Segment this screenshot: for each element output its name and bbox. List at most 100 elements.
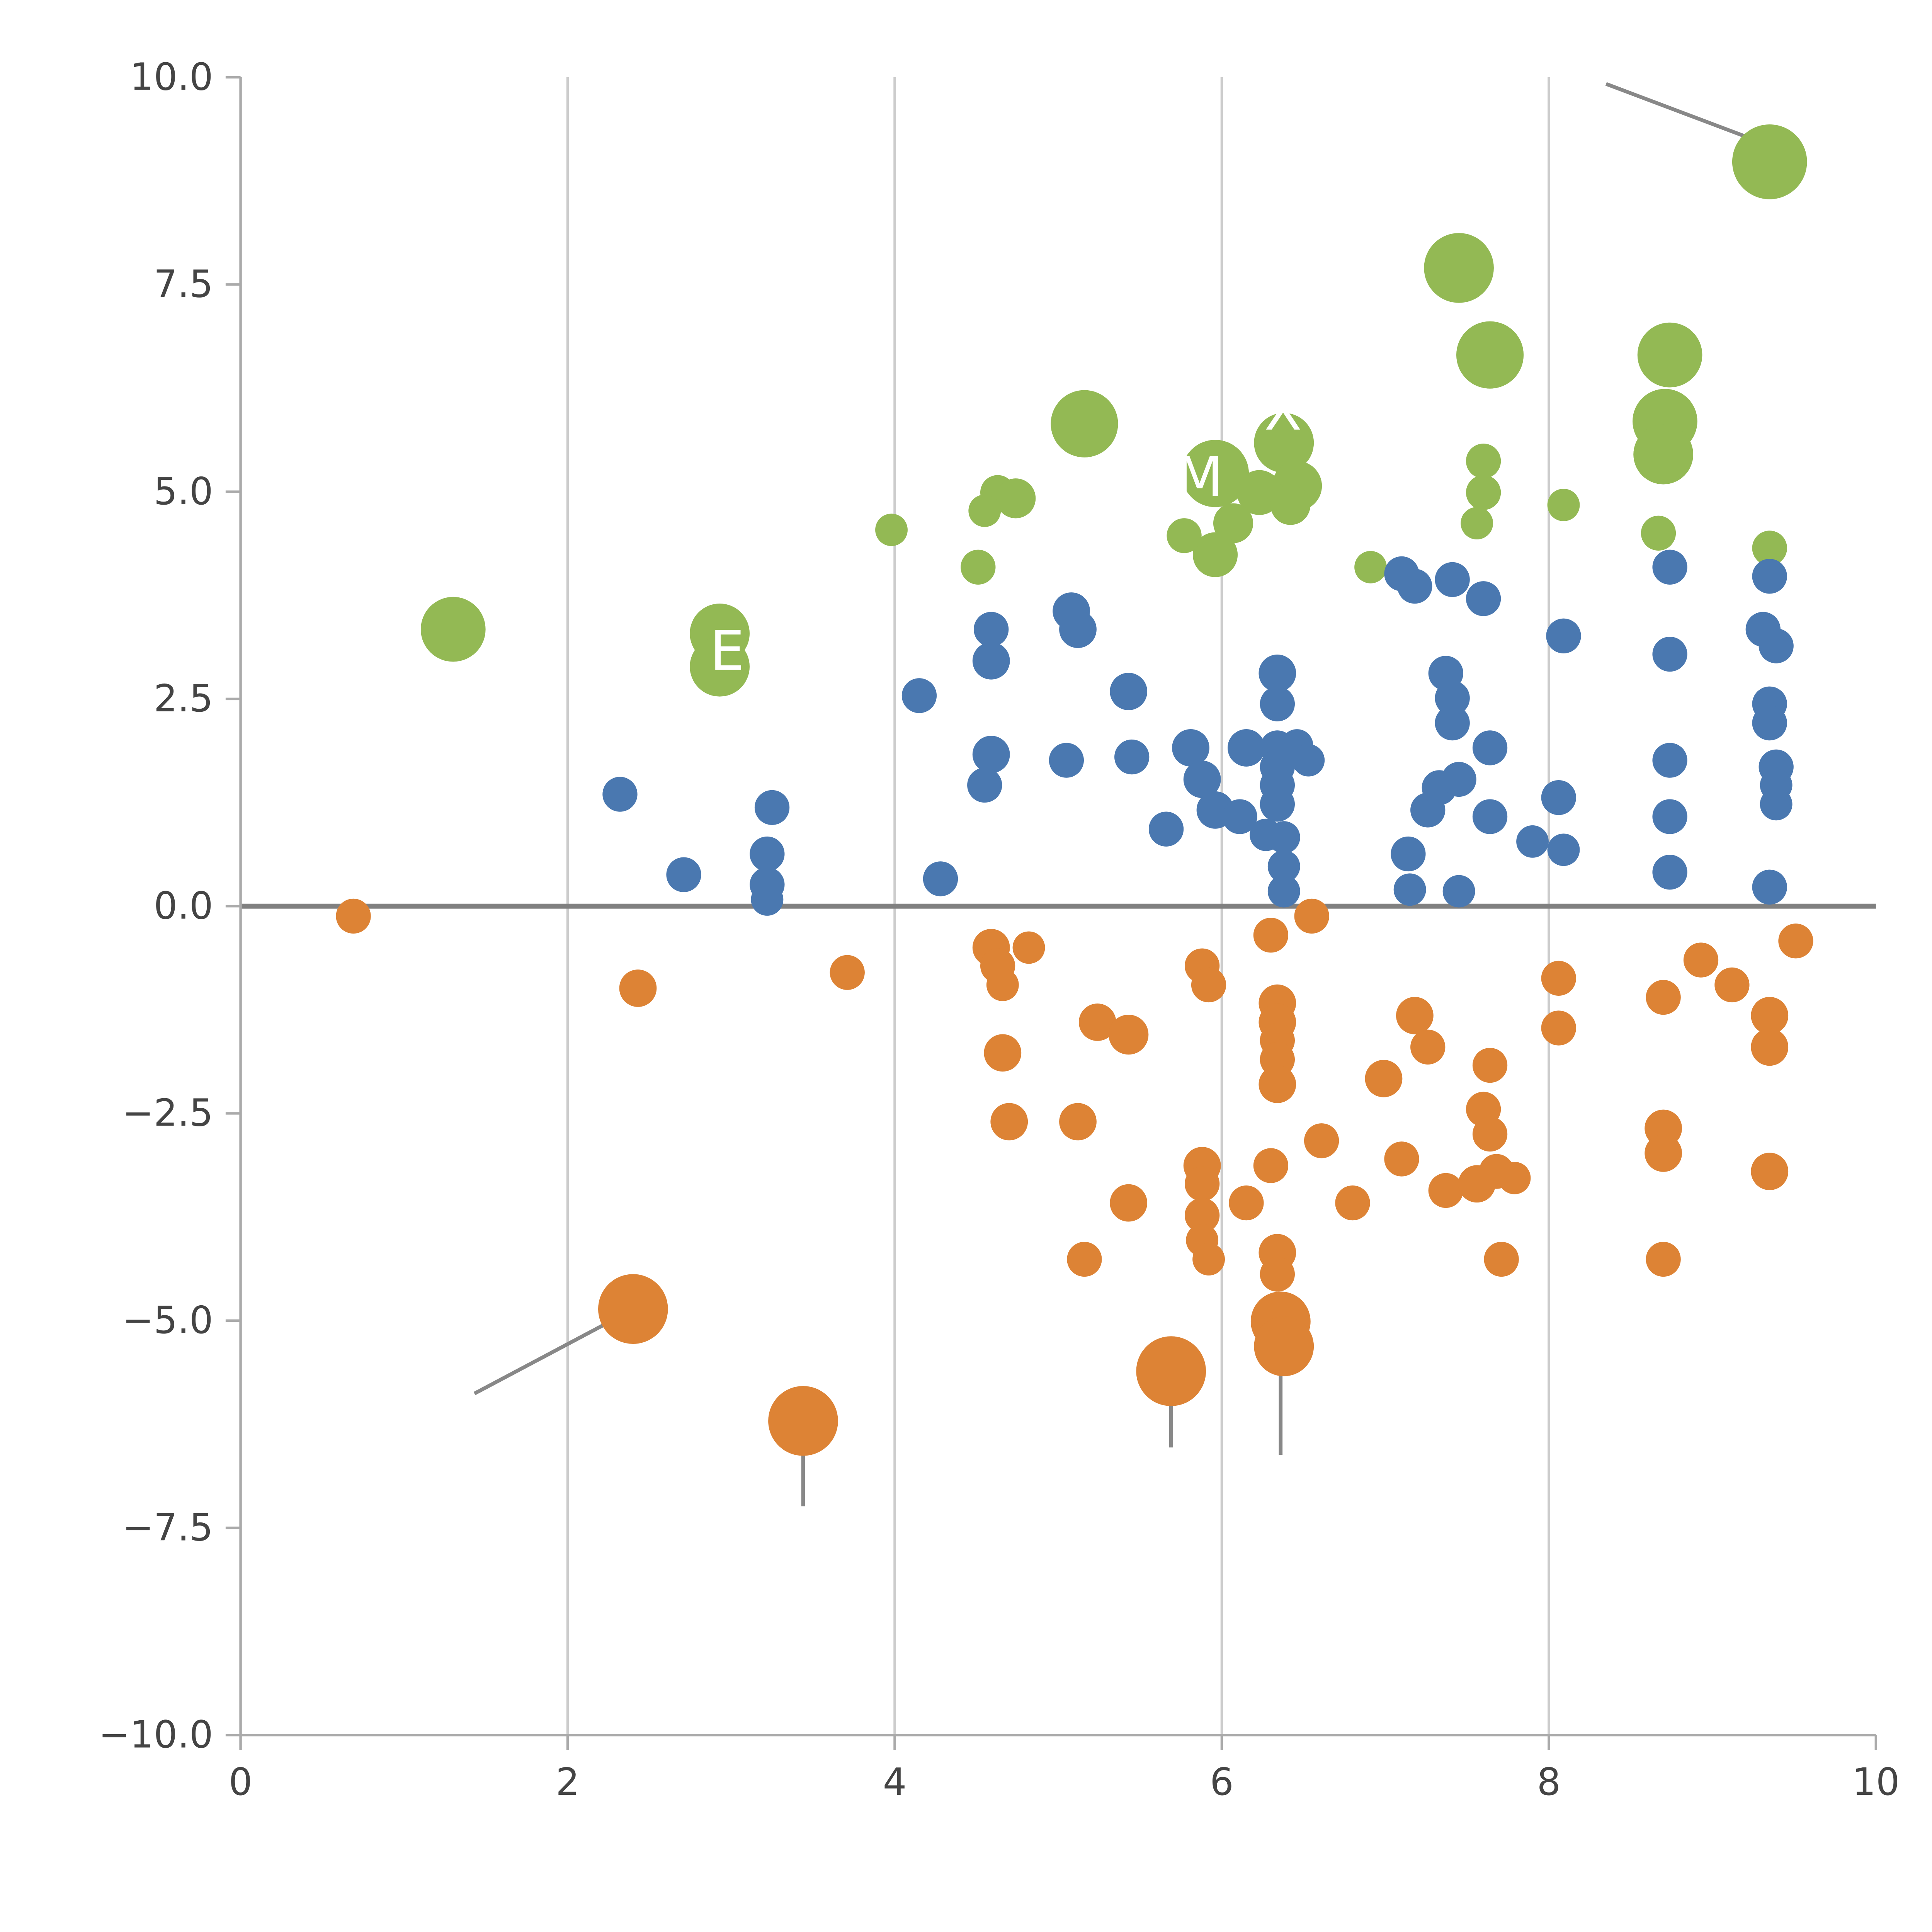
data-point-orange [1192,1243,1225,1276]
data-point-blue [1391,836,1426,872]
data-point-blue [1435,562,1470,597]
data-point-blue [1393,873,1426,906]
data-point-orange [1259,1065,1296,1103]
data-point-orange [768,1386,838,1456]
annotation-label-3: F [1300,1382,1332,1446]
data-point-green [1270,485,1311,525]
data-point-green [1547,488,1580,521]
y-tick-label: −2.5 [122,1091,213,1135]
data-point-orange [1365,1060,1403,1097]
y-tick-label: −5.0 [122,1298,213,1342]
data-point-blue [1397,568,1432,604]
data-point-blue [1541,780,1576,815]
data-point-orange [1472,1048,1508,1083]
data-point-orange [1484,1242,1519,1277]
data-point-blue [1267,850,1300,883]
x-tick-label: 0 [229,1760,253,1804]
data-point-orange [1059,1103,1097,1141]
y-tick-label: 5.0 [154,469,213,513]
x-tick-label: 8 [1537,1760,1561,1804]
data-point-orange [1254,1316,1314,1376]
data-point-blue [1114,739,1150,775]
data-point-blue [1472,730,1508,765]
annotation-label-1: X [1264,379,1302,443]
data-point-blue [1652,855,1687,890]
data-point-orange [1396,997,1434,1034]
data-point-green [1192,532,1238,577]
data-point-orange [1751,997,1789,1034]
data-point-green [1213,503,1253,543]
data-point-blue [1652,743,1687,778]
data-point-orange [1472,1116,1508,1152]
data-point-orange [1541,1010,1576,1046]
data-point-blue [1059,611,1097,648]
data-point-blue [1260,787,1295,822]
data-point-orange [1078,1003,1116,1041]
data-point-orange [1253,918,1289,953]
data-point-orange [1714,967,1750,1003]
data-point-green [1633,424,1694,485]
annotation-leader-line-0 [1605,82,1748,139]
data-point-blue [602,777,638,812]
data-point-orange [1428,1173,1463,1208]
data-point-green [1732,124,1807,199]
data-point-orange [1260,1257,1295,1292]
data-point-green [1466,444,1501,479]
data-point-blue [1547,833,1580,866]
data-point-orange [1304,1123,1339,1158]
data-point-blue [1760,788,1793,821]
data-point-blue [1110,673,1148,710]
data-point-orange [336,898,371,934]
data-point-orange [1498,1162,1531,1194]
data-point-green [690,636,750,697]
data-point-blue [1759,628,1794,663]
data-point-blue [1228,729,1265,767]
data-point-orange [1645,1134,1682,1172]
data-point-green [1752,531,1787,566]
data-point-blue [1652,799,1687,834]
data-point-blue [1441,762,1476,797]
data-point-orange [1335,1185,1370,1221]
data-point-blue [1260,686,1295,721]
y-tick-label: 10.0 [130,55,213,99]
data-point-blue [1435,705,1470,741]
data-point-orange [1751,1153,1789,1190]
data-point-blue [1148,811,1184,847]
y-tick-label: 2.5 [154,677,213,720]
data-point-blue [750,836,785,872]
data-point-blue [1292,744,1325,777]
data-point-green [1181,440,1249,507]
data-point-blue [1435,680,1470,716]
y-tick-label: −7.5 [122,1505,213,1549]
data-point-orange [1646,1242,1681,1277]
data-point-green [961,549,996,585]
data-point-green [1461,507,1493,540]
data-point-blue [1516,825,1549,858]
data-point-blue [1472,799,1508,834]
data-point-orange [1110,1184,1148,1222]
data-point-blue [1049,743,1084,778]
data-point-blue [923,861,958,896]
data-point-orange [984,1034,1022,1072]
data-point-orange [1751,1028,1789,1066]
data-point-blue [1222,799,1257,834]
data-point-green [1456,321,1524,389]
annotation-label-2: E [710,619,745,683]
data-point-blue [1546,618,1581,653]
data-point-blue [972,736,1010,773]
data-point-orange [1384,1141,1419,1177]
data-point-blue [1172,729,1209,767]
data-point-blue [751,883,784,916]
annotation-leader-line-1 [473,1318,614,1395]
data-point-blue [1752,559,1787,594]
data-point-green [996,478,1036,519]
data-point-orange [830,955,865,990]
data-point-orange [1191,967,1226,1003]
data-point-orange [1683,942,1719,978]
data-point-orange [1410,1029,1446,1065]
y-tick-label: −10.0 [99,1713,213,1757]
data-point-orange [1136,1336,1206,1406]
data-point-orange [1778,923,1813,959]
